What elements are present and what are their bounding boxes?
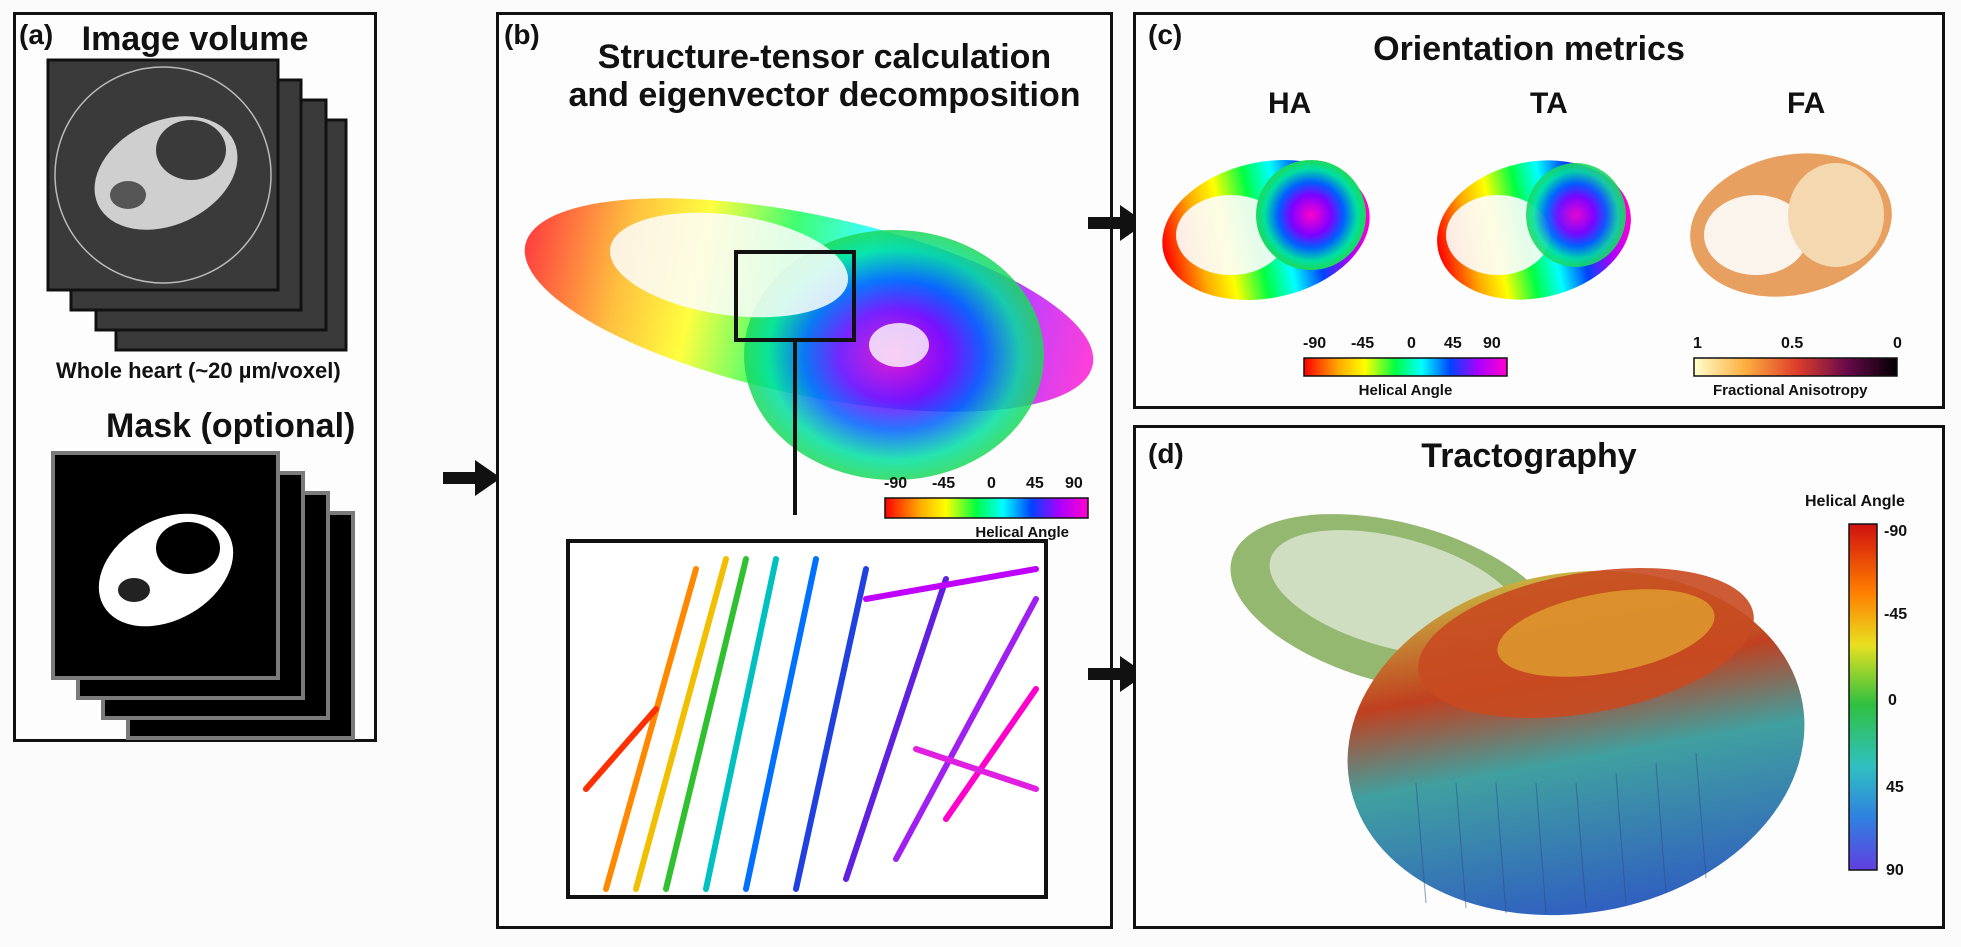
b-tick-2: 0 (987, 475, 996, 492)
c-ha-colorbar: -90 -45 0 45 90 Helical Angle (1303, 335, 1508, 399)
c-ha-tick-3: 45 (1444, 335, 1462, 352)
panel-b: (b) Structure-tensor calculation and eig… (496, 12, 1113, 929)
image-volume-stack (46, 58, 348, 352)
tractography-render (1230, 514, 1805, 916)
c-ha-tick-4: 90 (1483, 335, 1501, 352)
arrow-b-to-d (1088, 656, 1146, 692)
d-colorbar-title: Helical Angle (1805, 493, 1905, 510)
c-fa-tick-0: 1 (1693, 335, 1702, 352)
c-ha-tick-2: 0 (1407, 335, 1416, 352)
volume-caption: Whole heart (~20 µm/voxel) (56, 358, 341, 383)
c-fa-colorbar: 1 0.5 0 Fractional Anisotropy (1693, 335, 1918, 399)
d-tick-1: -45 (1884, 606, 1908, 623)
panel-c: (c) Orientation metrics HA TA FA -90 -45… (1133, 12, 1945, 409)
d-tick-0: -90 (1884, 523, 1908, 540)
d-colorbar (1848, 523, 1878, 871)
panel-a-label: (a) (19, 19, 54, 50)
panel-d-label: (d) (1148, 438, 1184, 469)
zoom-inset (566, 539, 1048, 899)
orientation-maps (1162, 153, 1892, 301)
b-tick-3: 45 (1026, 475, 1044, 492)
b-tick-1: -45 (932, 475, 956, 492)
d-tick-4: 90 (1886, 862, 1904, 879)
panel-d-title: Tractography (1421, 437, 1637, 475)
panel-b-title-line1: Structure-tensor calculation (597, 38, 1052, 76)
panel-a: (a) Image volume Whole heart (~20 µm/vox… (13, 12, 377, 742)
panel-c-label: (c) (1148, 19, 1183, 50)
b-tick-0: -90 (884, 475, 908, 492)
panel-b-title-line2: and eigenvector decomposition (568, 76, 1081, 114)
metric-ta: TA (1530, 87, 1568, 120)
mask-title: Mask (optional) (106, 407, 356, 445)
c-ha-tick-1: -45 (1351, 335, 1375, 352)
metric-fa: FA (1787, 87, 1826, 120)
arrow-a-to-b (443, 460, 501, 496)
d-tick-3: 45 (1886, 779, 1904, 796)
c-fa-tick-1: 0.5 (1781, 335, 1804, 352)
eigenvector-field (524, 198, 1094, 515)
b-colorbar-label: Helical Angle (975, 524, 1069, 541)
panel-d: (d) Tractography Helical Angle -90 -45 0… (1133, 425, 1945, 929)
c-fa-tick-2: 0 (1893, 335, 1902, 352)
panel-a-title: Image volume (81, 20, 309, 58)
metric-ha: HA (1268, 87, 1312, 120)
d-tick-2: 0 (1888, 692, 1897, 709)
mask-stack (51, 451, 355, 740)
b-tick-4: 90 (1065, 475, 1083, 492)
panel-b-colorbar: -90 -45 0 45 90 Helical Angle (884, 475, 1089, 541)
c-ha-colorbar-label: Helical Angle (1358, 382, 1453, 399)
c-fa-colorbar-label: Fractional Anisotropy (1713, 382, 1868, 399)
panel-b-label: (b) (504, 19, 540, 50)
panel-c-title: Orientation metrics (1373, 30, 1685, 68)
c-ha-tick-0: -90 (1303, 335, 1327, 352)
arrow-b-to-c (1088, 205, 1146, 241)
